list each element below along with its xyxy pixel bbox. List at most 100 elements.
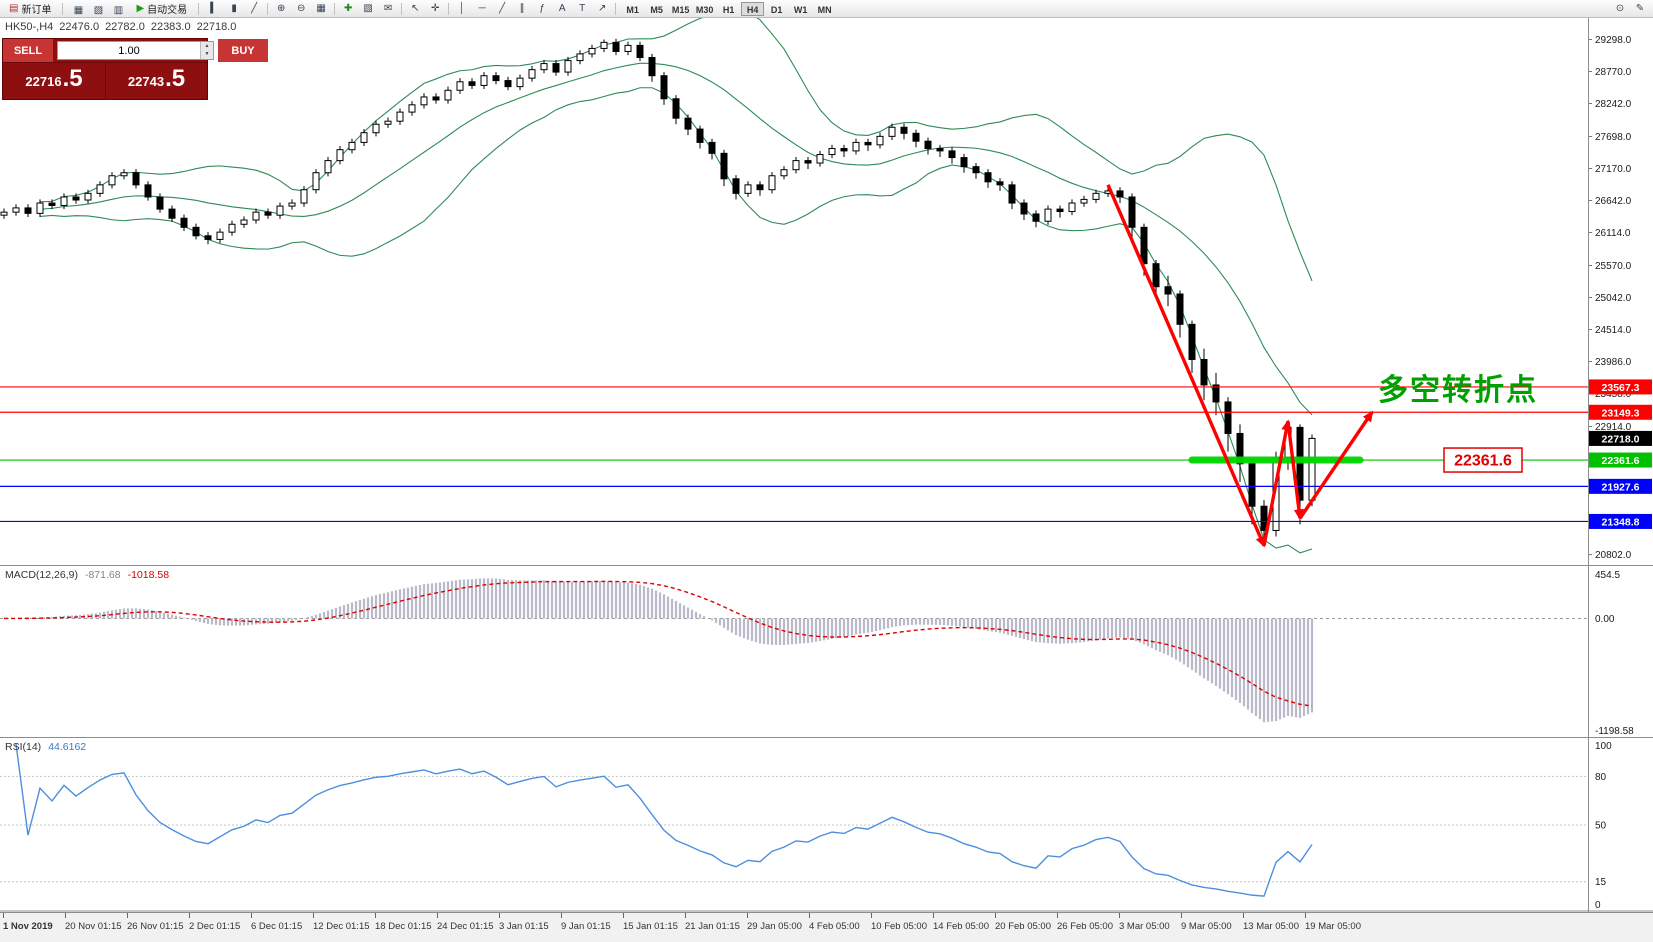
- volume-down-button[interactable]: ▼: [201, 50, 213, 59]
- turning-point-annotation[interactable]: 多空转折点: [1378, 374, 1538, 407]
- zoom-out-icon[interactable]: ⊖: [296, 3, 306, 14]
- candlestick-chart-icon[interactable]: ▮: [231, 3, 237, 14]
- autotrading-play-icon: ▶: [136, 3, 145, 14]
- time-axis-label: 15 Jan 01:15: [623, 913, 678, 932]
- trend-arrow-segment-3[interactable]: [1286, 421, 1304, 521]
- macd-signal-line: [3, 580, 1313, 707]
- text-icon[interactable]: A: [558, 3, 566, 14]
- timeframe-M15[interactable]: M15: [669, 2, 692, 16]
- horizontal-line-icon[interactable]: ─: [478, 3, 486, 14]
- zoom-in-icon[interactable]: ⊕: [276, 3, 286, 14]
- price-scale-label: 27698.0: [1595, 132, 1632, 143]
- time-axis-label: 6 Dec 01:15: [251, 913, 303, 932]
- toolbar-separator: [401, 2, 403, 15]
- price-tag-22718.0: [1589, 430, 1652, 446]
- trend-arrow-segment-4[interactable]: [1298, 410, 1374, 520]
- periods-icon[interactable]: ▧: [363, 3, 373, 14]
- time-axis-label: 18 Dec 01:15: [375, 913, 432, 932]
- bollinger-lower-band: [39, 87, 1313, 554]
- trend-arrow-segment-2[interactable]: [1262, 419, 1292, 546]
- toolbar: ▤ 新订单 ▦ ▧ ▥ ▶ 自动交易 ▍ ▮ ╱ ⊕ ⊖ ▦ ✚ ▧ ✉ ↖ ✛ │ ─ ╱ ∥ ƒ A T ↗ M1 M…: [0, 0, 1653, 18]
- macd-title: MACD(12,26,9): [5, 569, 78, 581]
- price-scale-label: 23986.0: [1595, 357, 1632, 368]
- tile-windows-icon[interactable]: ▦: [316, 3, 326, 14]
- buy-price: 22743.5: [105, 63, 207, 100]
- price-tag-21348.8: [1589, 513, 1652, 529]
- rsi-indicator-panel[interactable]: 100 80 50 15 0: [0, 738, 1653, 912]
- rsi-scale-label: 50: [1595, 821, 1607, 832]
- time-axis-label: 12 Dec 01:15: [313, 913, 370, 932]
- sell-button[interactable]: SELL: [3, 39, 53, 62]
- edit-icon[interactable]: ✎: [1635, 3, 1645, 14]
- timeframe-D1[interactable]: D1: [765, 2, 788, 16]
- auto-trading-button[interactable]: ▶ 自动交易: [130, 1, 193, 16]
- toolbar-separator: [448, 2, 450, 15]
- macd-main-value: -871.68: [84, 569, 121, 581]
- time-axis-label: 20 Nov 01:15: [65, 913, 122, 932]
- rsi-value: 44.6162: [48, 741, 87, 753]
- price-tag-text: 23149.3: [1602, 407, 1640, 419]
- search-icon[interactable]: ⊙: [1615, 3, 1625, 14]
- new-order-label: 新订单: [21, 5, 52, 16]
- crosshair-icon[interactable]: ✛: [430, 3, 440, 14]
- open-value: 22476.0: [59, 21, 100, 33]
- timeframe-M30[interactable]: M30: [693, 2, 716, 16]
- auto-trading-label: 自动交易: [147, 5, 188, 16]
- timeframe-MN[interactable]: MN: [813, 2, 836, 16]
- channel-icon[interactable]: ∥: [519, 3, 525, 14]
- price-scale-label: 24514.0: [1595, 325, 1632, 336]
- vertical-line-icon[interactable]: │: [459, 3, 466, 14]
- buy-button[interactable]: BUY: [218, 39, 268, 62]
- toolbar-separator: [267, 2, 269, 15]
- volume-control: ▲ ▼: [57, 41, 214, 60]
- new-order-icon: ▤: [9, 3, 19, 14]
- time-axis-label: 9 Mar 05:00: [1181, 913, 1232, 932]
- main-price-chart[interactable]: 多空转折点 22361.6 29298.0 28770.0 28242.0 27698.0…: [0, 18, 1653, 566]
- macd-scale-label: -1198.58: [1595, 726, 1634, 737]
- cursor-icon[interactable]: ↖: [410, 3, 420, 14]
- price-label-box[interactable]: [1443, 447, 1523, 473]
- trendline-icon[interactable]: ╱: [499, 3, 506, 14]
- price-tag-23567.3: [1589, 379, 1652, 395]
- price-scale-label: 20802.0: [1595, 550, 1632, 561]
- market-watch-icon[interactable]: ▥: [113, 4, 124, 16]
- volume-up-button[interactable]: ▲: [201, 42, 213, 51]
- new-order-button[interactable]: ▤ 新订单: [3, 1, 57, 16]
- line-chart-icon[interactable]: ╱: [251, 3, 258, 14]
- time-axis-label: 2 Dec 01:15: [189, 913, 241, 932]
- time-axis-label: 29 Jan 05:00: [747, 913, 802, 932]
- rsi-scale-label: 0: [1595, 900, 1601, 911]
- timeframe-W1[interactable]: W1: [789, 2, 812, 16]
- price-tag-21927.6: [1589, 478, 1652, 494]
- bar-chart-icon[interactable]: ▍: [210, 3, 218, 14]
- macd-signal-value: -1018.58: [127, 569, 170, 581]
- one-click-trading-panel: SELL ▲ ▼ BUY 22716.5 22743.5: [2, 38, 268, 100]
- trend-arrow-segment-1[interactable]: [1106, 184, 1266, 548]
- arrows-tool-icon[interactable]: ↗: [597, 3, 607, 14]
- mail-icon[interactable]: ✉: [383, 3, 393, 14]
- timeframe-H1[interactable]: H1: [717, 2, 740, 16]
- rsi-scale-label: 80: [1595, 772, 1607, 783]
- timeframe-H4[interactable]: H4: [741, 1, 765, 16]
- time-axis-label: 14 Feb 05:00: [933, 913, 989, 932]
- profiles-icon[interactable]: ▧: [93, 4, 104, 16]
- bollinger-middle-band: [39, 62, 1313, 416]
- price-tag-text: 22718.0: [1602, 433, 1640, 445]
- timeframe-M1[interactable]: M1: [621, 2, 644, 16]
- bollinger-upper-band: [39, 18, 1313, 282]
- close-value: 22718.0: [196, 21, 237, 33]
- time-axis-label: 3 Jan 01:15: [499, 913, 549, 932]
- charts-window-icon[interactable]: ▦: [73, 4, 84, 16]
- macd-indicator-panel[interactable]: 454.5 0.00 -1198.58: [0, 566, 1653, 738]
- time-axis-label: 1 Nov 2019: [3, 913, 53, 932]
- fibonacci-icon[interactable]: ƒ: [539, 3, 545, 14]
- timeframe-M5[interactable]: M5: [645, 2, 668, 16]
- label-icon[interactable]: T: [579, 3, 586, 14]
- time-axis-label: 19 Mar 05:00: [1305, 913, 1361, 932]
- price-tag-text: 21927.6: [1602, 481, 1640, 493]
- time-axis-label: 13 Mar 05:00: [1243, 913, 1299, 932]
- rsi-indicator-label: RSI(14) 44.6162: [5, 741, 93, 753]
- add-indicator-icon[interactable]: ✚: [343, 3, 353, 14]
- volume-input[interactable]: [58, 42, 200, 59]
